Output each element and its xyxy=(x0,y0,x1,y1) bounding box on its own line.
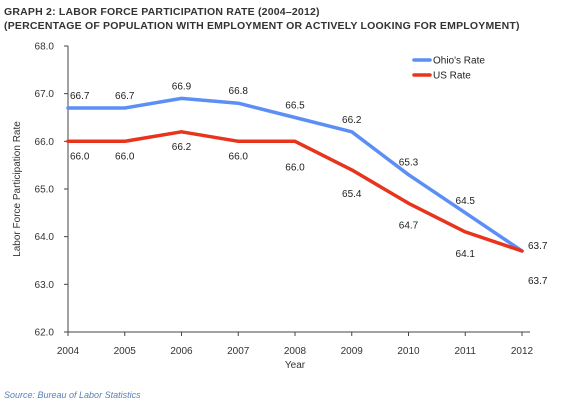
x-axis-title: Year xyxy=(285,360,306,371)
y-axis-title: Labor Force Participation Rate xyxy=(12,121,23,257)
us-rate-line xyxy=(66,130,524,253)
us-data-label: 63.7 xyxy=(528,276,548,287)
series-layer xyxy=(66,96,524,253)
legend: Ohio's Rate US Rate xyxy=(412,56,485,82)
y-tick-label: 65.0 xyxy=(35,185,55,196)
ohio-data-label: 66.9 xyxy=(172,81,192,92)
us-data-label: 64.7 xyxy=(399,220,419,231)
us-data-label: 66.0 xyxy=(229,151,249,162)
ohio-rate-line xyxy=(66,96,524,253)
y-tick-label: 68.0 xyxy=(35,42,55,53)
source-note: Source: Bureau of Labor Statistics xyxy=(4,390,141,400)
x-tick-label: 2007 xyxy=(227,346,250,357)
ohio-data-label: 64.5 xyxy=(456,196,476,207)
x-tick-label: 2006 xyxy=(170,346,193,357)
x-tick-label: 2008 xyxy=(284,346,307,357)
us-data-label: 66.0 xyxy=(70,151,90,162)
us-data-label: 66.2 xyxy=(172,142,192,153)
y-tick-label: 66.0 xyxy=(35,137,55,148)
ohio-data-label: 66.7 xyxy=(70,91,90,102)
x-tick-label: 2005 xyxy=(114,346,137,357)
y-tick-label: 64.0 xyxy=(35,232,55,243)
legend-label-us: US Rate xyxy=(433,71,471,82)
x-tick-label: 2004 xyxy=(57,346,80,357)
x-tick-label: 2009 xyxy=(341,346,364,357)
us-data-label: 66.0 xyxy=(285,162,305,173)
y-tick-label: 63.0 xyxy=(35,280,55,291)
axes: 62.0 63.0 64.0 65.0 66.0 67.0 68.0 2004 2005 2006… xyxy=(12,42,534,372)
ohio-data-label: 66.8 xyxy=(229,86,249,97)
data-labels: 66.7 66.7 66.9 66.8 66.5 66.2 65.3 64.5 63.7 66.0… xyxy=(70,81,548,287)
ohio-data-label: 66.5 xyxy=(285,101,305,112)
ohio-data-label: 65.3 xyxy=(399,158,419,169)
chart-subtitle: (PERCENTAGE OF POPULATION WITH EMPLOYMEN… xyxy=(4,20,520,32)
us-data-label: 65.4 xyxy=(342,189,362,200)
ohio-data-label: 66.7 xyxy=(115,91,135,102)
ohio-data-label: 63.7 xyxy=(528,241,548,252)
x-tick-label: 2012 xyxy=(511,346,534,357)
chart-title: GRAPH 2: LABOR FORCE PARTICIPATION RATE … xyxy=(4,6,320,18)
y-tick-label: 62.0 xyxy=(35,328,55,339)
y-tick-label: 67.0 xyxy=(35,89,55,100)
x-tick-label: 2011 xyxy=(454,346,476,357)
legend-label-ohio: Ohio's Rate xyxy=(433,56,485,67)
ohio-data-label: 66.2 xyxy=(342,115,362,126)
us-data-label: 64.1 xyxy=(456,249,476,260)
x-tick-label: 2010 xyxy=(397,346,420,357)
us-data-label: 66.0 xyxy=(115,151,135,162)
